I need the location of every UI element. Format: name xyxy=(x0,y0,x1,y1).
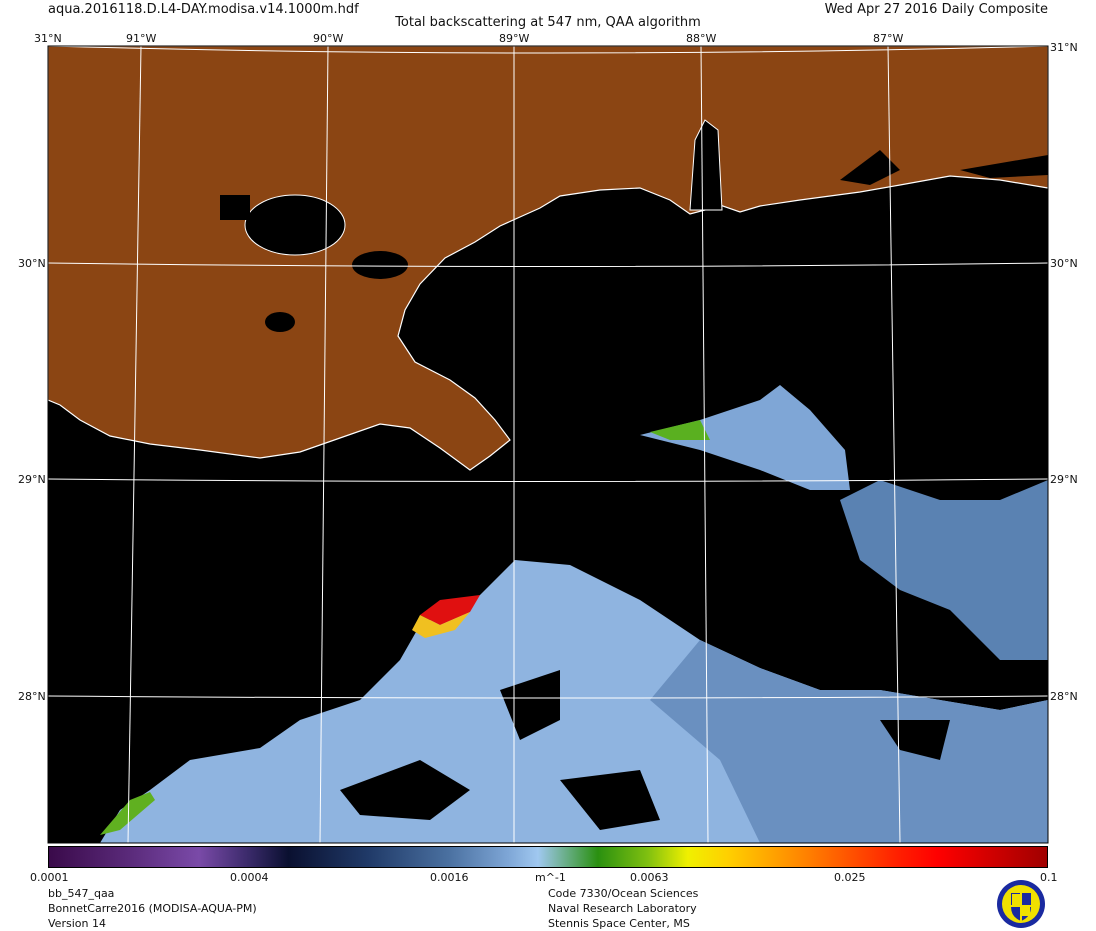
colorbar-tick-1: 0.0004 xyxy=(230,871,269,884)
high-backscatter-patch xyxy=(420,595,480,625)
lat-label-28n-left: 28°N xyxy=(18,690,46,703)
lon-label-89w: 89°W xyxy=(499,32,530,45)
plume-offshore-dark xyxy=(650,640,1048,843)
lon-label-87w: 87°W xyxy=(873,32,904,45)
corner-label-right: 31°N xyxy=(1050,41,1078,54)
org-location: Stennis Space Center, MS xyxy=(548,917,690,930)
graticule xyxy=(47,45,1049,844)
colorbar-tick-0: 0.0001 xyxy=(30,871,69,884)
high-backscatter-edge xyxy=(412,612,470,638)
lon-label-88w: 88°W xyxy=(686,32,717,45)
colorbar-tick-5: 0.1 xyxy=(1040,871,1058,884)
lake-pontchartrain xyxy=(244,194,346,256)
pensacola-bay xyxy=(840,150,900,185)
nearshore-green xyxy=(650,420,710,440)
colorbar-tick-3: 0.0063 xyxy=(630,871,669,884)
lake-maurepas xyxy=(220,195,250,220)
lon-label-90w: 90°W xyxy=(313,32,344,45)
colorbar xyxy=(48,846,1048,868)
cloud-gap xyxy=(500,670,560,740)
filename: aqua.2016118.D.L4-DAY.modisa.v14.1000m.h… xyxy=(48,2,359,17)
colorbar-units: m^-1 xyxy=(535,871,566,884)
org-code: Code 7330/Ocean Sciences xyxy=(548,887,699,900)
lat-label-30n-right: 30°N xyxy=(1050,257,1078,270)
colorbar-tick-2: 0.0016 xyxy=(430,871,469,884)
plume-east xyxy=(840,480,1048,660)
mobile-bay xyxy=(689,119,723,211)
inland-lake xyxy=(265,312,295,332)
choctawhatchee-bay xyxy=(960,155,1048,178)
colorbar-tick-4: 0.025 xyxy=(834,871,866,884)
lat-label-30n-left: 30°N xyxy=(18,257,46,270)
nrl-seal-logo xyxy=(997,880,1045,928)
lat-label-29n-right: 29°N xyxy=(1050,473,1078,486)
project-name: BonnetCarre2016 (MODISA-AQUA-PM) xyxy=(48,902,257,915)
cloud-gap xyxy=(880,720,950,760)
lake-borgne xyxy=(352,251,408,279)
corner-label-left: 31°N xyxy=(34,32,62,45)
map-frame xyxy=(47,45,1049,844)
composite-date: Wed Apr 27 2016 Daily Composite xyxy=(824,2,1048,17)
lat-label-29n-left: 29°N xyxy=(18,473,46,486)
map-title: Total backscattering at 547 nm, QAA algo… xyxy=(395,15,701,30)
nearshore-green-west xyxy=(100,792,155,835)
product-name: bb_547_qaa xyxy=(48,887,115,900)
version: Version 14 xyxy=(48,917,106,930)
land xyxy=(47,45,1049,471)
cloud-gap xyxy=(340,760,470,820)
plume-mobile xyxy=(640,385,850,490)
lat-label-28n-right: 28°N xyxy=(1050,690,1078,703)
lon-label-91w: 91°W xyxy=(126,32,157,45)
cloud-gap xyxy=(560,770,660,830)
org-name: Naval Research Laboratory xyxy=(548,902,697,915)
